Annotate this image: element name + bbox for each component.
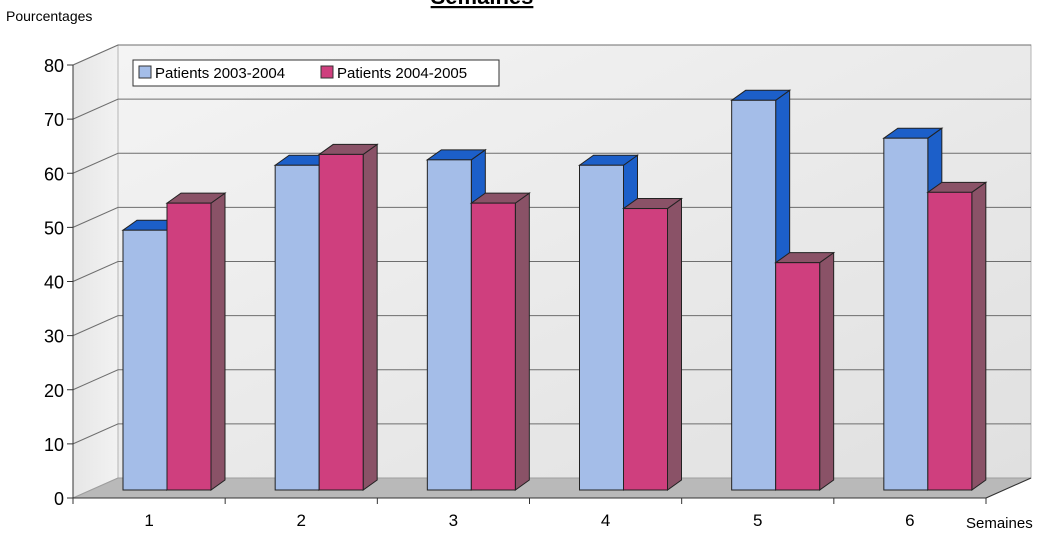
bar-side-face (514, 192, 530, 491)
legend-label-series-1: Patients 2003-2004 (155, 65, 285, 82)
y-axis-title: Pourcentages (6, 8, 92, 24)
x-axis-title: Semaines (966, 515, 1033, 532)
bar-front-face (470, 202, 516, 491)
bar-front-face (883, 137, 929, 491)
y-axis: 0 10 20 30 40 50 60 70 80 (44, 56, 74, 509)
bar-series-2-2 (317, 143, 379, 491)
gridline (72, 44, 1031, 66)
gridline (72, 261, 1031, 282)
bar-side-face (667, 197, 682, 491)
bar-series-2-4 (621, 197, 684, 491)
bar-series-1-4 (577, 154, 640, 491)
bar-front-face (166, 202, 212, 491)
chart-title: Semaines (431, 0, 534, 9)
bar-series-2-1 (165, 192, 227, 491)
bar-series-2-6 (926, 181, 988, 491)
y-tick-label: 0 (54, 489, 64, 509)
y-tick-label: 60 (44, 164, 64, 184)
gridlines (72, 44, 1031, 445)
legend-label-series-2: Patients 2004-2005 (337, 65, 467, 82)
y-tick-label: 80 (44, 56, 64, 76)
bar-front-face (579, 164, 624, 491)
x-tick-label: 3 (449, 511, 458, 530)
legend: Patients 2003-2004 Patients 2004-2005 (132, 59, 500, 87)
legend-swatch-series-2 (320, 65, 334, 79)
bar-front-face (426, 159, 472, 491)
y-tick-label: 50 (44, 218, 64, 238)
bar-front-face (274, 164, 320, 491)
bar-side-face (819, 251, 835, 491)
y-tick-label: 20 (44, 381, 64, 401)
x-tick-label: 2 (297, 511, 306, 530)
legend-swatch-series-1 (138, 65, 152, 79)
x-tick-label: 5 (753, 511, 762, 530)
x-tick-label: 4 (601, 511, 610, 530)
gridline (72, 315, 1031, 337)
bars (121, 89, 988, 491)
gridline (72, 369, 1031, 391)
bar-side-face (362, 143, 378, 491)
bar-front-face (318, 153, 364, 491)
bar-front-face (731, 99, 777, 491)
bar-side-face (210, 192, 226, 491)
bar-series-2-3 (469, 192, 531, 491)
bar-front-face (623, 208, 668, 491)
x-axis-depth-line (985, 477, 1032, 499)
x-axis: 1 2 3 4 5 6 (72, 477, 1032, 530)
bar-series-2-5 (774, 251, 836, 491)
gridline (72, 98, 1031, 120)
bar-front-face (927, 191, 973, 491)
bar-front-face (122, 229, 168, 491)
x-tick-label: 1 (144, 511, 153, 530)
y-tick-label: 10 (44, 435, 64, 455)
legend-box (132, 59, 500, 87)
gridline (72, 423, 1031, 445)
bar-side-face (971, 181, 987, 491)
gridline (72, 152, 1031, 174)
y-tick-label: 40 (44, 273, 64, 293)
bar-front-face (775, 262, 821, 491)
gridline (72, 206, 1031, 228)
x-tick-label: 6 (905, 511, 914, 530)
y-tick-label: 30 (44, 327, 64, 347)
y-tick-label: 70 (44, 110, 64, 130)
